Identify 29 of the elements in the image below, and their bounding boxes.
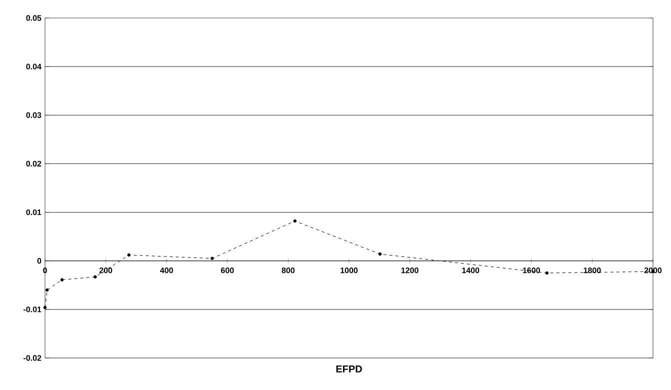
point <box>293 219 297 223</box>
y-tick-label: 0.04 <box>26 64 42 70</box>
x-tick-label: 1600 <box>523 268 540 274</box>
x-tick-label: 1400 <box>462 268 480 274</box>
point <box>378 252 382 256</box>
point <box>43 306 47 310</box>
y-tick-label: -0.01 <box>24 306 42 312</box>
x-tick-label: 1000 <box>340 268 358 274</box>
x-tick-label: 800 <box>282 268 295 274</box>
x-tick-label: 0 <box>43 268 47 274</box>
point <box>545 271 549 275</box>
point <box>127 253 131 257</box>
x-tick-label: 1200 <box>401 268 418 274</box>
point <box>45 288 49 292</box>
y-tick-label: 0.05 <box>26 15 42 21</box>
x-tick-label: 400 <box>160 268 173 274</box>
x-tick-label: 200 <box>99 268 112 274</box>
y-tick-label: 0.03 <box>26 112 42 118</box>
x-tick-label: 1800 <box>584 268 601 274</box>
x-tick-label: 2000 <box>644 268 662 274</box>
y-tick-label: 0.02 <box>26 160 42 167</box>
point <box>60 278 64 282</box>
y-tick-label: 0 <box>37 258 42 264</box>
point <box>210 256 214 260</box>
x-axis-title: EFPD <box>336 366 362 372</box>
y-tick-label: -0.02 <box>24 355 42 361</box>
x-tick-label: 600 <box>221 268 234 274</box>
point <box>94 275 97 279</box>
y-tick-label: 0.01 <box>26 209 42 216</box>
